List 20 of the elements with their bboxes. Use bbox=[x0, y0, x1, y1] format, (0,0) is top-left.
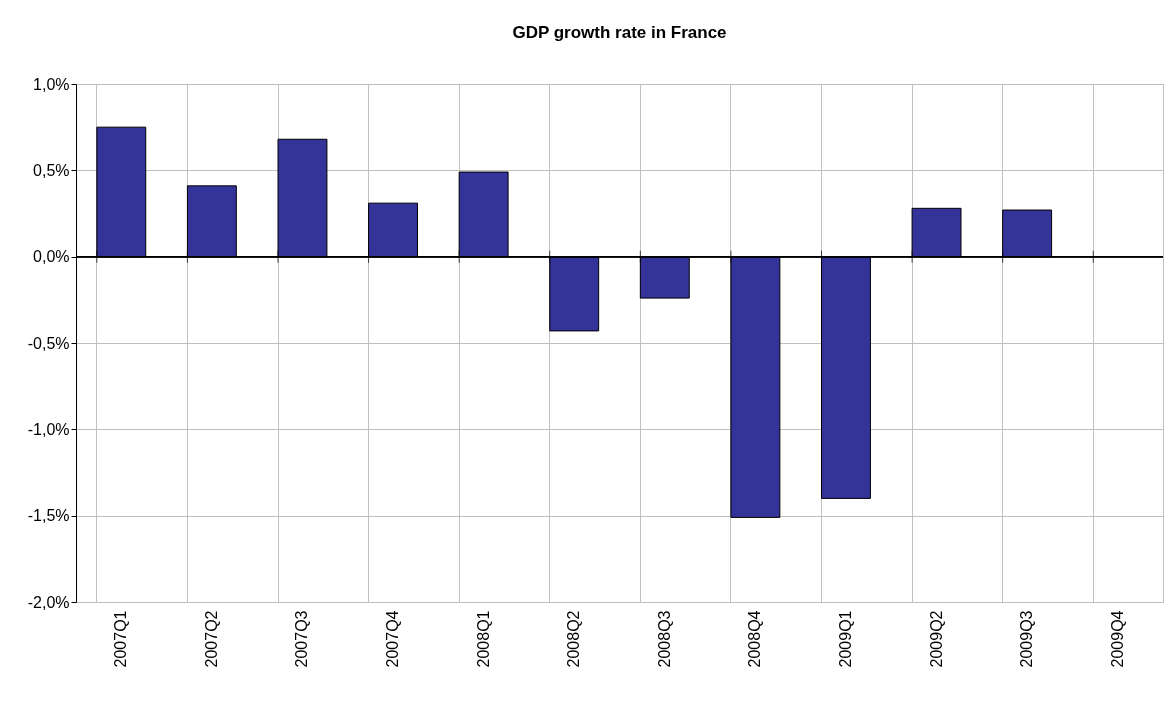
x-tick-label: 2008Q4 bbox=[746, 610, 764, 668]
x-tick-label: 2008Q1 bbox=[474, 610, 492, 668]
x-tick-label: 2009Q3 bbox=[1018, 610, 1036, 668]
x-tick-label: 2007Q3 bbox=[293, 610, 311, 668]
x-tick-label: 2008Q3 bbox=[655, 610, 673, 668]
y-tick-label: 1,0% bbox=[33, 75, 70, 93]
y-tick-label: -1,0% bbox=[27, 420, 70, 438]
y-tick-label: 0,0% bbox=[33, 248, 70, 266]
chart-title: GDP growth rate in France bbox=[512, 23, 727, 42]
x-tick-label: 2009Q2 bbox=[927, 610, 945, 668]
x-tick-label: 2007Q4 bbox=[384, 610, 402, 668]
y-tick-label: -0,5% bbox=[27, 334, 70, 352]
x-tick-label: 2007Q1 bbox=[112, 610, 130, 668]
x-tick-label: 2008Q2 bbox=[565, 610, 583, 668]
y-tick-label: 0,5% bbox=[33, 161, 70, 179]
x-tick-label: 2009Q1 bbox=[836, 610, 854, 668]
x-tick-label: 2009Q4 bbox=[1108, 610, 1126, 668]
x-tick-label: 2007Q2 bbox=[202, 610, 220, 668]
y-tick-label: -2,0% bbox=[27, 593, 70, 611]
y-tick-label: -1,5% bbox=[27, 507, 70, 525]
